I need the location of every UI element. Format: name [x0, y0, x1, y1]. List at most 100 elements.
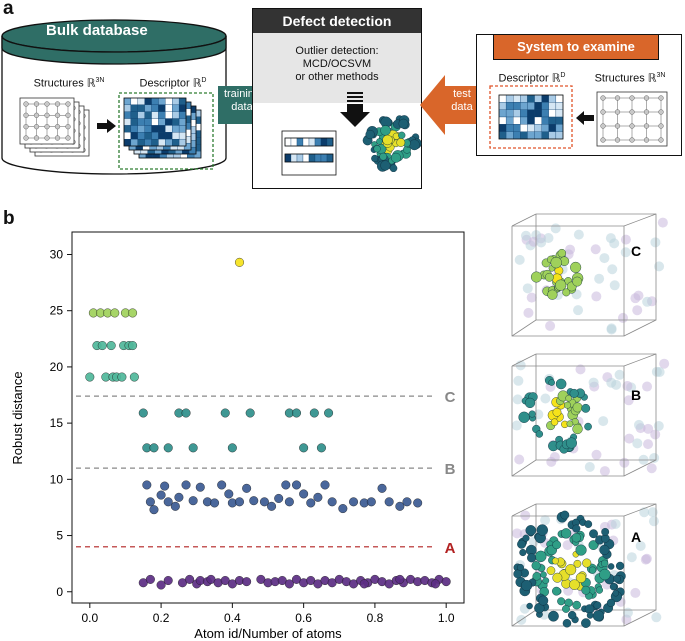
background-atom [573, 229, 584, 240]
cluster-atom [592, 610, 604, 622]
box-edge [623, 503, 657, 517]
test-data-arrow [420, 75, 486, 135]
y-tick-label: 0 [56, 585, 63, 599]
system-descriptor-cell [534, 131, 542, 140]
background-atom [610, 518, 621, 529]
descriptor-cell [130, 97, 138, 106]
descriptor-cell [178, 104, 187, 112]
point-tier-B [188, 496, 198, 506]
defect-row-cell [326, 153, 334, 163]
cluster-atom [542, 577, 550, 585]
background-atom [598, 416, 609, 427]
defect-row-cell [308, 137, 316, 147]
cluster-atom [568, 610, 577, 620]
descriptor-cell [151, 132, 159, 140]
background-atom [622, 380, 633, 391]
point-tier-B [181, 480, 191, 490]
system-descriptor-cell [520, 124, 528, 132]
cluster-atom [575, 544, 587, 556]
background-atom [659, 358, 670, 369]
descriptor-cell [158, 132, 166, 140]
system-arrow-icon [576, 111, 594, 125]
atom [614, 109, 621, 115]
descriptor-cell [144, 138, 152, 147]
bulk-database-title: Bulk database [46, 22, 148, 39]
descriptor-cell [130, 132, 138, 140]
system-descriptor-cell [548, 109, 557, 118]
cluster-atom [607, 563, 615, 570]
descriptor-cell [144, 132, 152, 140]
descriptor-cell-frame [123, 97, 187, 147]
y-axis-label: Robust distance [10, 371, 25, 464]
background-atom [594, 273, 605, 284]
cluster-atom [562, 619, 572, 628]
background-atom [522, 283, 533, 294]
point-tier-B [281, 480, 291, 490]
descriptor-cell [172, 132, 180, 140]
atom [643, 123, 650, 129]
point-tier-C [149, 443, 159, 453]
inset-label-b: B [631, 387, 641, 403]
system-descriptor-cell [527, 131, 535, 140]
atom [23, 101, 29, 107]
cluster-atom [547, 289, 558, 300]
system-descriptor-cell [498, 94, 507, 103]
system-descriptor-cell [548, 124, 557, 132]
cluster-atom [544, 272, 554, 282]
background-atom [626, 552, 637, 563]
cluster-atom [552, 540, 562, 550]
descriptor-cell [158, 97, 166, 106]
descriptor-cell [158, 138, 166, 147]
background-atom [588, 377, 599, 388]
background-atom [654, 261, 665, 272]
descriptor-cell [165, 97, 173, 106]
system-descriptor-cell [534, 116, 542, 125]
atom [54, 112, 61, 118]
descriptor-cell [137, 125, 145, 133]
cluster-atom [557, 597, 566, 606]
cluster-atom [581, 585, 591, 595]
background-atom [550, 223, 561, 234]
system-structures-label: Structures ℝ3N [594, 72, 666, 85]
descriptor-cell [158, 111, 166, 119]
system-descriptor-cell [555, 94, 564, 103]
defect-row-cell-frame [284, 153, 334, 163]
background-atom [514, 254, 525, 265]
cluster-atom [569, 388, 579, 398]
background-atom [633, 419, 644, 430]
point-tier-D [128, 341, 138, 351]
defect-row-cell [284, 153, 292, 163]
descriptor-cell [137, 111, 145, 119]
cluster-atom [572, 276, 583, 287]
system-descriptor-cell [498, 116, 507, 125]
atom [643, 95, 650, 101]
point-tier-B [142, 480, 152, 490]
cluster-atom [606, 598, 616, 608]
background-atom [643, 423, 654, 434]
system-descriptor-cell-frame [498, 94, 564, 140]
box-edge [511, 213, 537, 227]
defect-cluster-atom [398, 118, 409, 129]
point-tier-B [306, 498, 316, 508]
descriptor-cell [137, 97, 145, 106]
point-tier-E [110, 308, 120, 318]
point-tier-C [227, 443, 237, 453]
cluster-atom [517, 539, 527, 549]
cluster-atom [518, 411, 530, 423]
system-descriptor-cell [527, 94, 535, 103]
system-descriptor-cell [534, 109, 542, 118]
background-atom [620, 234, 631, 245]
atom [65, 135, 71, 141]
point-tier-C [163, 443, 173, 453]
atom [614, 123, 621, 129]
background-atom [563, 249, 574, 260]
cluster-atom [560, 510, 570, 520]
atom [33, 101, 40, 107]
cluster-atom [609, 582, 618, 591]
atom [658, 123, 664, 129]
cluster-atom [588, 566, 597, 574]
system-descriptor-cell [527, 124, 535, 132]
descriptor-cell [165, 138, 173, 147]
inset-label-a: A [631, 529, 641, 545]
background-atom [511, 420, 522, 431]
